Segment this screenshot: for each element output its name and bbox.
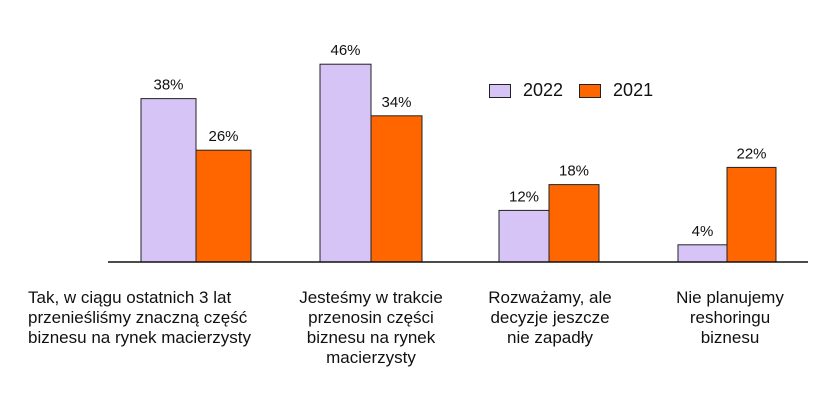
value-label-2022-2: 46% bbox=[330, 42, 360, 59]
legend-label-2021: 2021 bbox=[613, 80, 654, 100]
category-label-2: Jesteśmy w trakcie przenosin części bizn… bbox=[299, 288, 443, 367]
category-label-4: Nie planujemy reshoringu biznesu bbox=[676, 288, 784, 347]
value-label-2021-4: 22% bbox=[736, 145, 766, 162]
bar-2022-4 bbox=[677, 244, 728, 263]
bar-2021-2 bbox=[370, 115, 423, 263]
value-label-2022-4: 4% bbox=[692, 223, 714, 240]
category-label-1: Tak, w ciągu ostatnich 3 lat przenieśliś… bbox=[28, 288, 251, 347]
legend-item-2021: 2021 bbox=[579, 80, 653, 101]
bar-2021-1 bbox=[195, 149, 252, 263]
bars-layer bbox=[140, 63, 777, 263]
legend-label-2022: 2022 bbox=[523, 80, 564, 100]
legend-item-2022: 2022 bbox=[489, 80, 563, 101]
bar-2021-3 bbox=[548, 184, 600, 263]
value-label-2022-3: 12% bbox=[509, 188, 539, 205]
legend-swatch-2022 bbox=[489, 83, 511, 98]
value-label-2021-1: 26% bbox=[208, 128, 238, 145]
legend-swatch-2021 bbox=[579, 83, 602, 98]
value-label-2022-1: 38% bbox=[153, 77, 183, 94]
legend: 2022 2021 bbox=[489, 80, 669, 101]
category-label-3: Rozważamy, ale decyzje jeszcze nie zapad… bbox=[488, 288, 612, 347]
value-labels-layer: 38% 46% 12% 4% 26% 34% 18% 22% bbox=[153, 42, 766, 240]
value-label-2021-3: 18% bbox=[559, 163, 589, 180]
bar-2022-3 bbox=[498, 209, 550, 263]
bar-2021-4 bbox=[726, 166, 777, 263]
bar-2022-1 bbox=[140, 98, 197, 263]
value-label-2021-2: 34% bbox=[381, 94, 411, 111]
bar-2022-2 bbox=[319, 63, 372, 263]
